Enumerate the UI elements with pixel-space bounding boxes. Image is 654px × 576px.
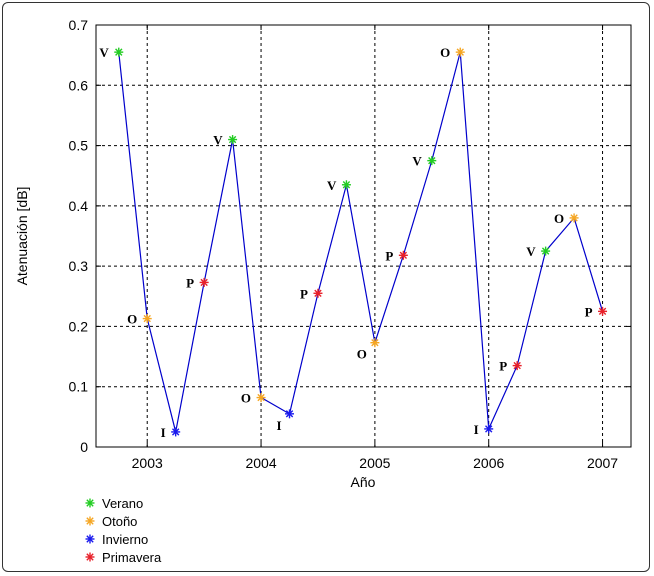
x-tick-label: 2006 xyxy=(473,455,504,471)
series-markers xyxy=(114,47,608,437)
data-point-primavera xyxy=(598,306,608,316)
point-label: P xyxy=(300,286,308,301)
legend-label: Invierno xyxy=(102,532,148,547)
legend-label: Verano xyxy=(102,496,143,511)
point-label: O xyxy=(241,391,251,406)
data-point-otoño xyxy=(370,338,380,348)
data-point-otoño xyxy=(569,213,579,223)
data-point-invierno xyxy=(285,409,295,419)
y-tick-label: 0.1 xyxy=(69,379,89,395)
x-axis-title: Año xyxy=(351,474,376,490)
y-tick-label: 0.7 xyxy=(69,17,89,33)
data-point-otoño xyxy=(256,393,266,403)
data-point-verano xyxy=(114,47,124,57)
legend-marker-otoño xyxy=(85,516,95,526)
legend-marker-primavera xyxy=(85,552,95,562)
plot-area xyxy=(95,24,632,448)
y-tick-label: 0.5 xyxy=(69,138,89,154)
data-point-otoño xyxy=(455,47,465,57)
data-point-otoño xyxy=(142,314,152,324)
point-label: O xyxy=(357,347,367,362)
x-tick-label: 2004 xyxy=(245,455,276,471)
x-tick-label: 2007 xyxy=(587,455,618,471)
point-label: V xyxy=(213,133,223,148)
point-label: P xyxy=(186,275,194,290)
y-tick-label: 0.4 xyxy=(69,198,89,214)
point-label: O xyxy=(554,211,564,226)
point-label: O xyxy=(440,45,450,60)
legend-marker-verano xyxy=(85,498,95,508)
y-tick-label: 0.3 xyxy=(69,258,89,274)
series-line xyxy=(118,51,604,433)
point-label: I xyxy=(474,422,479,437)
point-label: I xyxy=(276,418,281,433)
legend: Verano Otoño Invierno Primavera xyxy=(85,496,162,565)
point-label: P xyxy=(385,248,393,263)
point-label: V xyxy=(99,45,109,60)
data-point-verano xyxy=(541,246,551,256)
data-point-verano xyxy=(341,180,351,190)
legend-label: Otoño xyxy=(102,514,137,529)
point-labels: V O I P V O I P V O P V O I P V O P xyxy=(99,45,592,440)
y-axis-title: Atenuación [dB] xyxy=(14,187,30,286)
x-tick-label: 2003 xyxy=(132,455,163,471)
point-label: P xyxy=(499,359,507,374)
point-label: V xyxy=(327,178,337,193)
data-point-invierno xyxy=(484,424,494,434)
y-tick-label: 0 xyxy=(80,439,88,455)
legend-label: Primavera xyxy=(102,550,162,565)
x-tick-label: 2005 xyxy=(359,455,390,471)
data-point-primavera xyxy=(398,250,408,260)
point-label: I xyxy=(161,425,166,440)
point-label: O xyxy=(127,312,137,327)
data-point-invierno xyxy=(171,427,181,437)
data-point-verano xyxy=(228,135,238,145)
point-label: V xyxy=(526,244,536,259)
data-point-primavera xyxy=(199,277,209,287)
y-tick-label: 0.2 xyxy=(69,318,89,334)
legend-marker-invierno xyxy=(85,534,95,544)
data-point-primavera xyxy=(313,288,323,298)
y-tick-label: 0.6 xyxy=(69,77,89,93)
point-label: P xyxy=(585,304,593,319)
data-point-primavera xyxy=(512,361,522,371)
data-point-verano xyxy=(427,156,437,166)
series-polyline xyxy=(118,51,604,433)
point-label: V xyxy=(412,154,422,169)
axis-ticks: 2003 2004 2005 2006 2007 0 0.1 0.2 0.3 0.4 0.5 0.6 0… xyxy=(69,17,631,471)
